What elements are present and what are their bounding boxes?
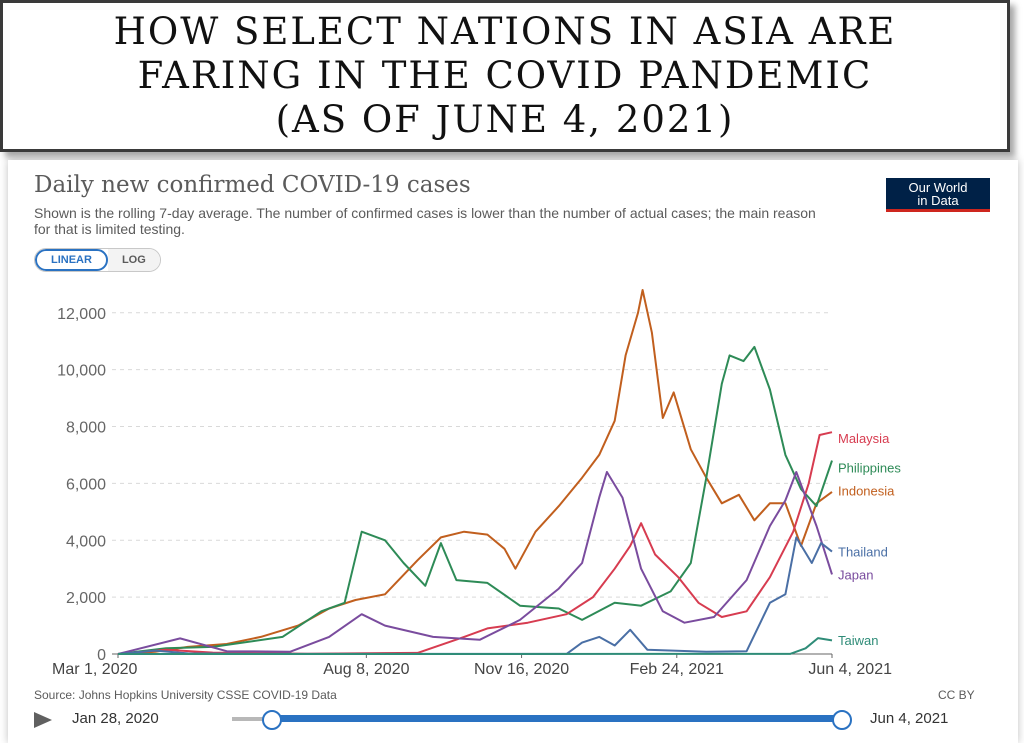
- y-tick-label: 0: [97, 647, 106, 664]
- x-tick-label: Aug 8, 2020: [323, 661, 409, 678]
- series-label-malaysia: Malaysia: [838, 431, 890, 446]
- timeline-start-label: Jan 28, 2020: [72, 710, 159, 727]
- x-tick-label: Nov 16, 2020: [474, 661, 569, 678]
- x-tick-label: Jun 4, 2021: [808, 661, 892, 678]
- series-line-taiwan: [117, 637, 833, 655]
- x-tick-label: Mar 1, 2020: [52, 661, 137, 678]
- scale-toggle: LINEAR LOG: [34, 248, 161, 272]
- chart-subtitle: Shown is the rolling 7-day average. The …: [34, 205, 816, 237]
- owid-logo-line1: Our World: [908, 180, 968, 195]
- owid-logo-line2: in Data: [917, 193, 959, 208]
- y-tick-label: 6,000: [66, 476, 106, 493]
- series-label-indonesia: Indonesia: [838, 483, 895, 498]
- x-tick-label: Feb 24, 2021: [630, 661, 724, 678]
- headline-banner: HOW SELECT NATIONS IN ASIA ARE FARING IN…: [0, 0, 1010, 152]
- timeline-end-label: Jun 4, 2021: [870, 710, 949, 727]
- series-line-malaysia: [117, 431, 833, 655]
- timeline-selected-range[interactable]: [272, 715, 842, 722]
- series-label-japan: Japan: [838, 567, 873, 582]
- play-icon[interactable]: [34, 712, 52, 728]
- series-line-thailand: [117, 536, 833, 655]
- timeline-track[interactable]: [232, 717, 268, 721]
- timeline-start-handle[interactable]: [262, 710, 282, 730]
- y-tick-label: 10,000: [57, 363, 106, 380]
- series-line-japan: [117, 471, 833, 655]
- y-tick-label: 8,000: [66, 420, 106, 437]
- chart-title: Daily new confirmed COVID-19 cases: [34, 172, 471, 198]
- series-label-philippines: Philippines: [838, 461, 901, 476]
- series-label-taiwan: Taiwan: [838, 633, 878, 648]
- series-label-thailand: Thailand: [838, 545, 888, 560]
- timeline-end-handle[interactable]: [832, 710, 852, 730]
- license-label[interactable]: CC BY: [938, 688, 975, 702]
- series-line-philippines: [117, 345, 833, 655]
- y-tick-label: 2,000: [66, 590, 106, 607]
- y-tick-label: 4,000: [66, 533, 106, 550]
- series-line-indonesia: [117, 289, 833, 655]
- linear-scale-button[interactable]: LINEAR: [35, 249, 108, 271]
- owid-logo[interactable]: Our World in Data: [886, 178, 990, 212]
- chart-card: [8, 160, 1018, 743]
- y-tick-label: 12,000: [57, 306, 106, 323]
- source-note[interactable]: Source: Johns Hopkins University CSSE CO…: [34, 688, 337, 702]
- headline-title: HOW SELECT NATIONS IN ASIA ARE FARING IN…: [113, 10, 897, 141]
- log-scale-button[interactable]: LOG: [107, 249, 160, 271]
